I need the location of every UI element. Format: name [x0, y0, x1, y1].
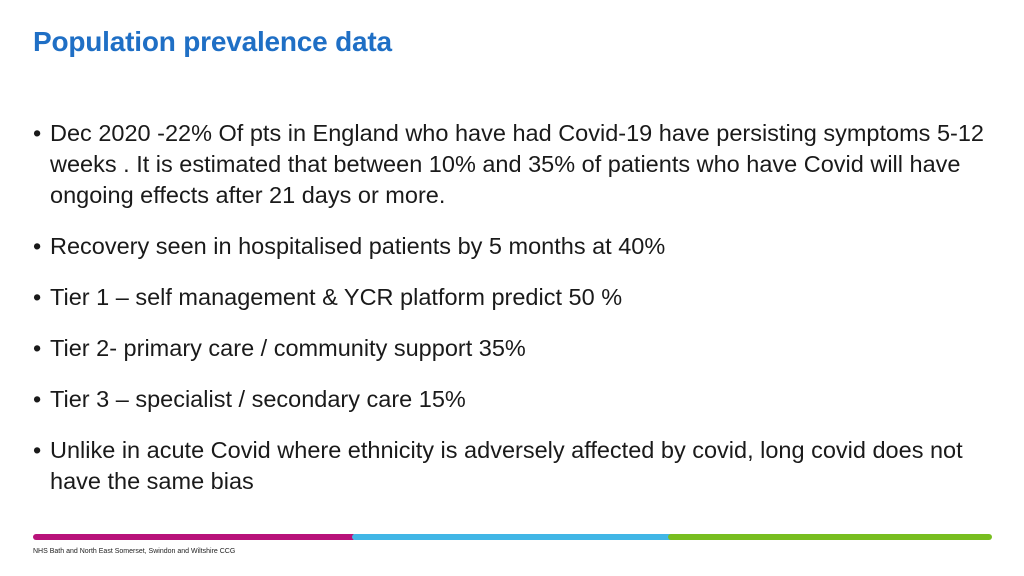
bullet-item: • Recovery seen in hospitalised patients… [33, 231, 1008, 262]
footer-bar-green [668, 534, 992, 540]
bullet-text: Tier 2- primary care / community support… [50, 335, 526, 361]
footer-bar-cyan [352, 534, 675, 540]
slide-title: Population prevalence data [33, 26, 392, 57]
bullet-dot-icon: • [33, 335, 42, 361]
bullet-list: • Dec 2020 -22% Of pts in England who ha… [33, 118, 1008, 517]
bullet-item: • Tier 2- primary care / community suppo… [33, 333, 1008, 364]
bullet-item: • Unlike in acute Covid where ethnicity … [33, 435, 1008, 497]
footer-org-text: NHS Bath and North East Somerset, Swindo… [33, 548, 236, 555]
bullet-item: • Tier 1 – self management & YCR platfor… [33, 282, 1008, 313]
bullet-dot-icon: • [33, 437, 42, 463]
bullet-text: Tier 1 – self management & YCR platform … [50, 284, 623, 310]
bullet-dot-icon: • [33, 233, 42, 259]
footer-bar-magenta [33, 534, 356, 540]
bullet-text: Tier 3 – specialist / secondary care 15% [50, 386, 466, 412]
bullet-text: Recovery seen in hospitalised patients b… [50, 233, 666, 259]
bullet-dot-icon: • [33, 120, 42, 146]
bullet-item: • Dec 2020 -22% Of pts in England who ha… [33, 118, 1008, 211]
bullet-text: Unlike in acute Covid where ethnicity is… [50, 437, 963, 494]
bullet-text: Dec 2020 -22% Of pts in England who have… [50, 120, 984, 208]
bullet-item: • Tier 3 – specialist / secondary care 1… [33, 384, 1008, 415]
bullet-dot-icon: • [33, 386, 42, 412]
bullet-dot-icon: • [33, 284, 42, 310]
